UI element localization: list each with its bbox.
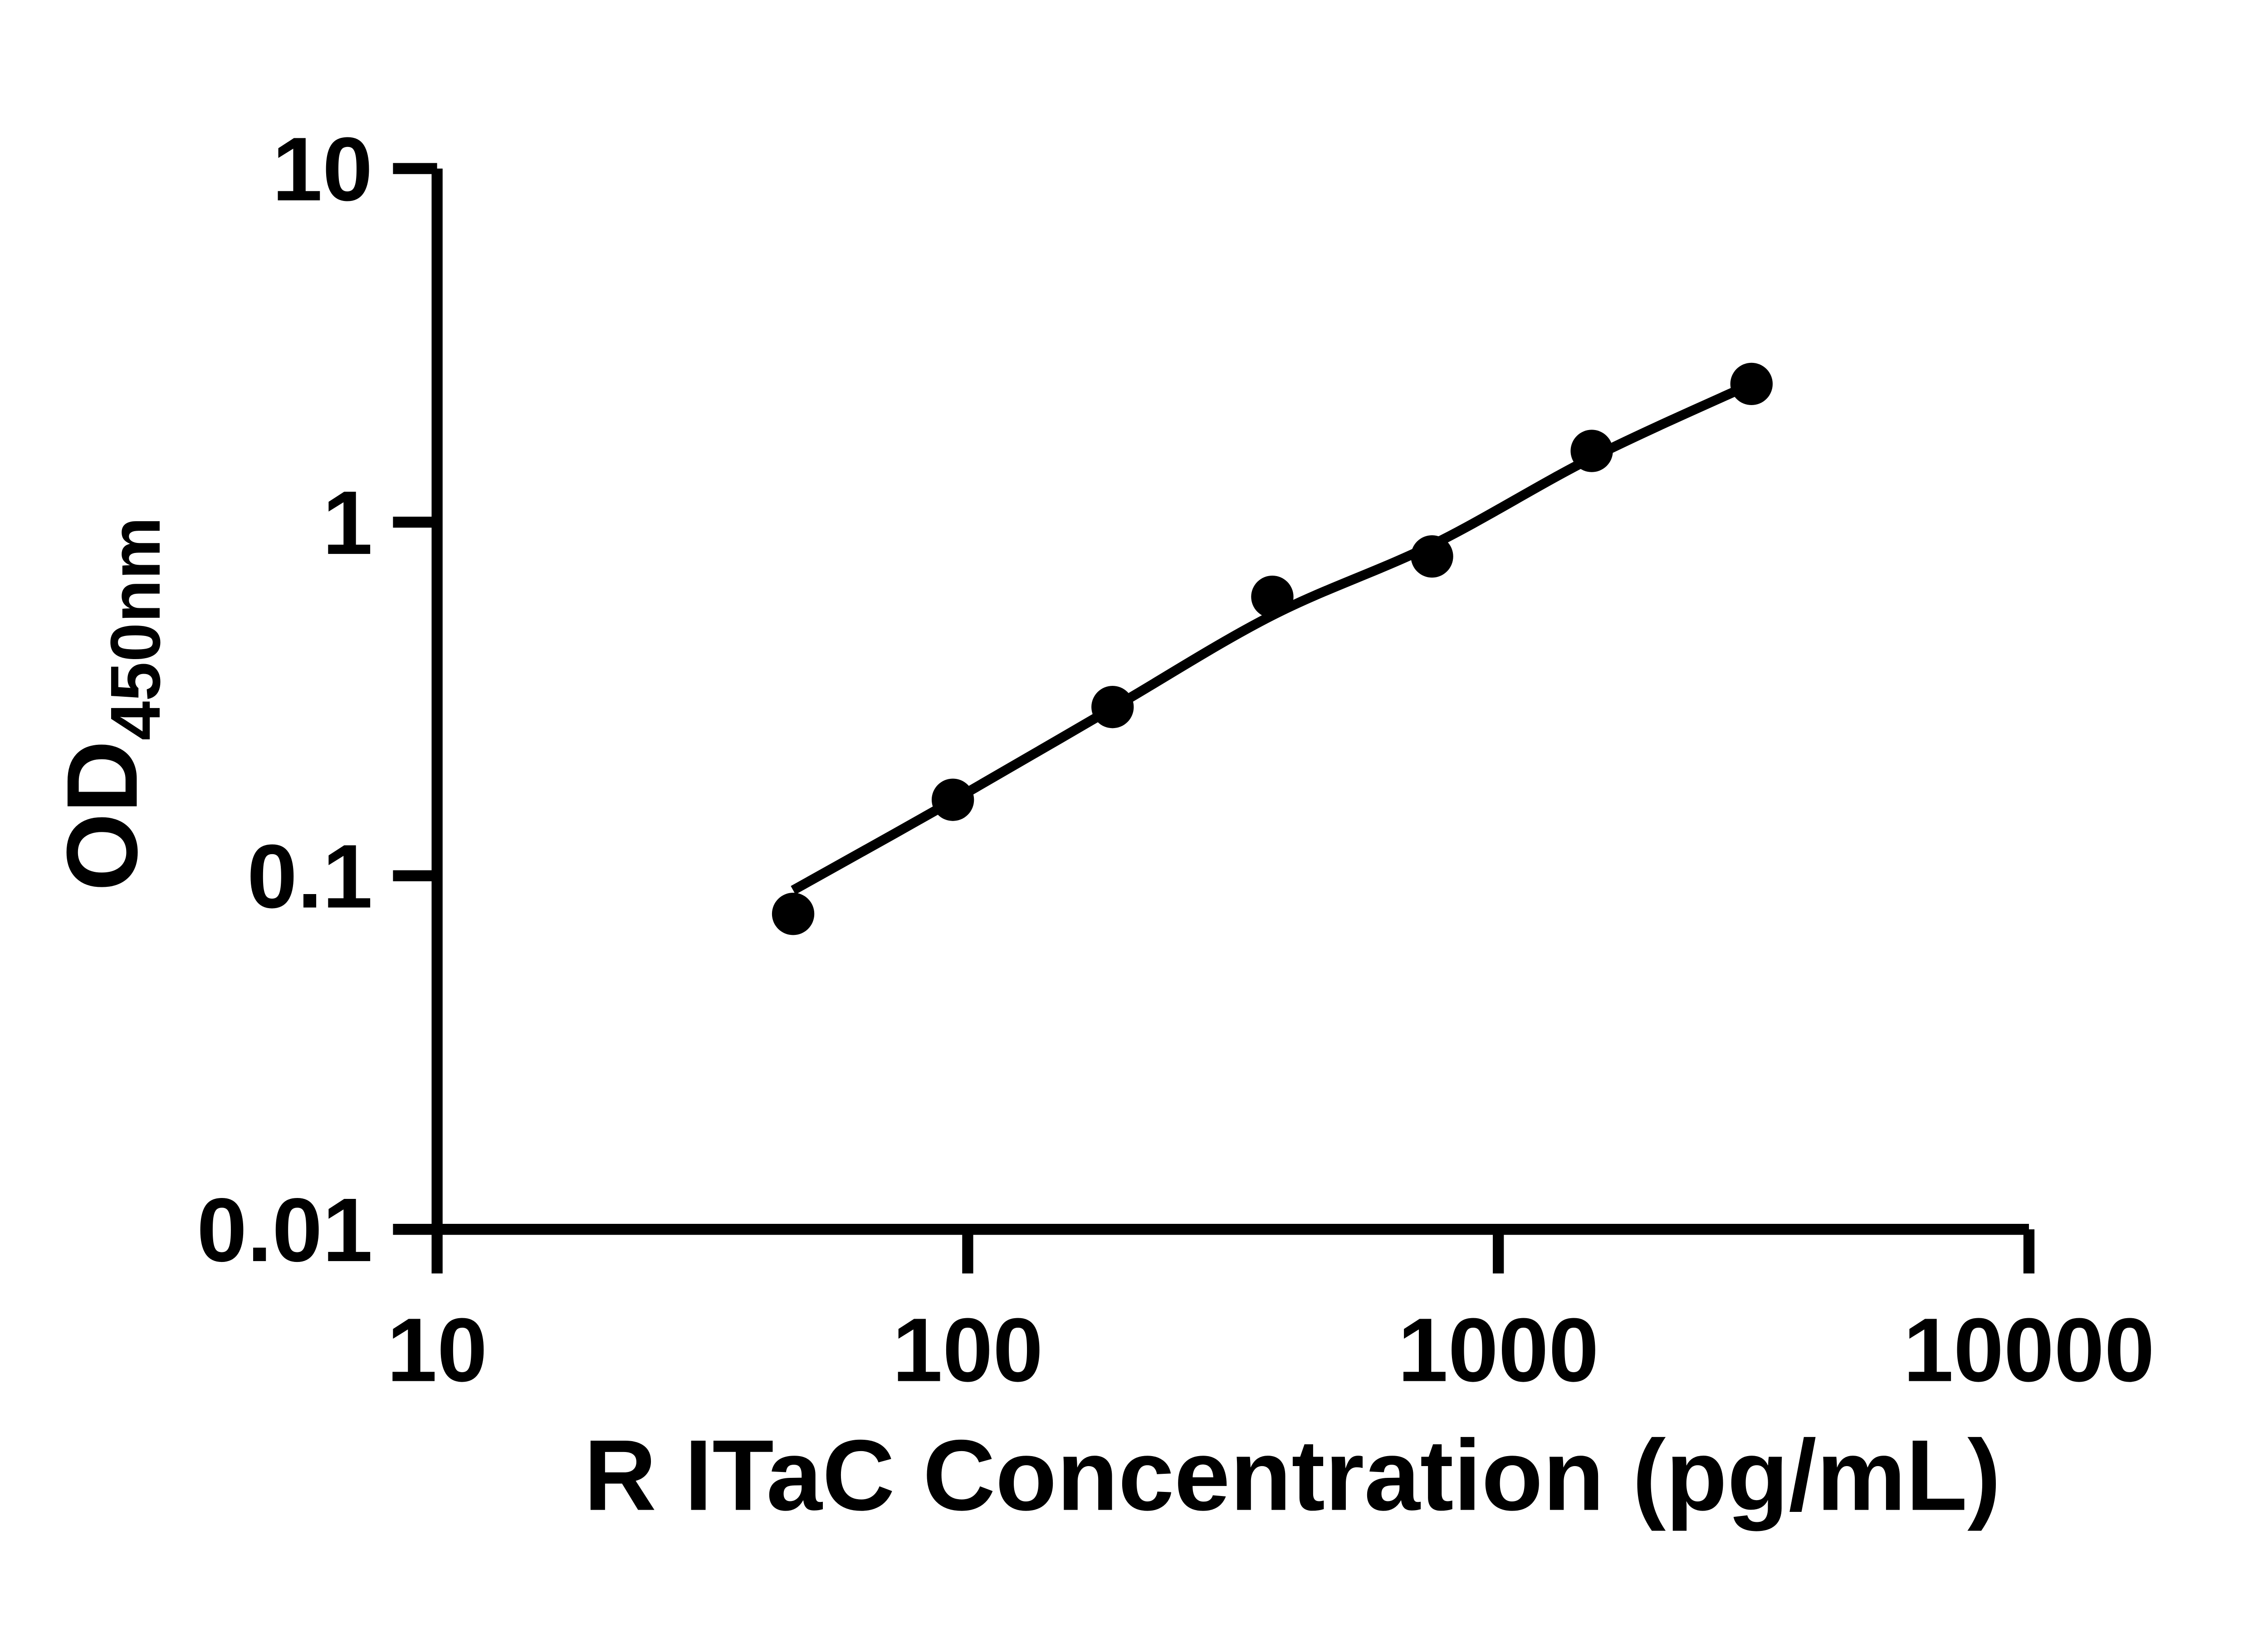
x-tick-label: 10000 [1903,1300,2155,1401]
data-point [1570,430,1613,472]
y-axis-title-subscript: 450nm [96,517,175,740]
data-point [1411,535,1453,578]
y-tick-label: 10 [272,119,373,220]
data-point [1251,575,1294,618]
x-tick-label: 1000 [1398,1300,1598,1401]
y-axis-title-main: OD [45,740,158,891]
x-tick-label: 10 [387,1300,488,1401]
y-tick-label: 0.01 [197,1180,373,1281]
data-point [1730,362,1773,406]
axes [393,163,2035,1274]
x-axis-title: R ITaC Concentration (pg/mL) [584,1419,2001,1531]
y-axis-title: OD450nm [45,517,175,891]
x-tick-label: 100 [892,1300,1043,1401]
data-point [772,893,815,935]
y-tick-label: 1 [323,473,373,573]
y-tick-label: 0.1 [247,826,373,927]
data-points [772,362,1773,935]
data-point [931,778,974,821]
data-point [1091,685,1134,728]
